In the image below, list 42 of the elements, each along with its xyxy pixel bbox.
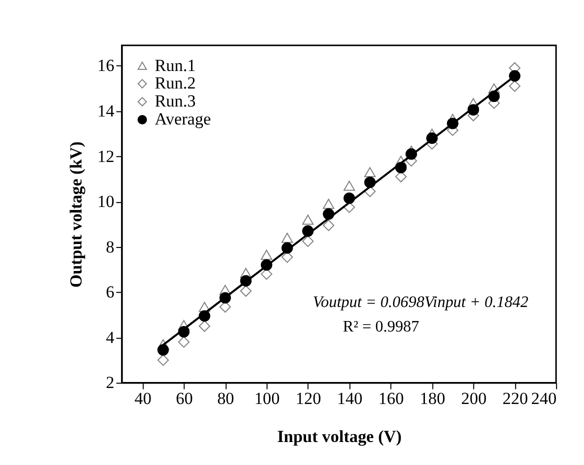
x-tick-label: 180 — [420, 389, 446, 408]
point — [344, 180, 355, 191]
legend-label: Run.3 — [154, 92, 196, 111]
y-tick-label: 4 — [106, 328, 115, 347]
annotation: R² = 0.9987 — [342, 318, 420, 336]
legend-label: Run.1 — [154, 56, 196, 75]
point — [322, 220, 334, 232]
point — [508, 80, 520, 92]
x-tick-label: 80 — [217, 389, 234, 408]
y-axis-title: Output voltage (kV) — [66, 141, 86, 288]
legend-label: Run.2 — [154, 74, 196, 93]
x-tick-label: 200 — [461, 389, 487, 408]
point — [508, 70, 520, 82]
point — [281, 232, 293, 243]
y-tick-label: 16 — [97, 56, 114, 76]
x-tick-label: 120 — [296, 389, 322, 408]
y-tick-label: 8 — [106, 237, 114, 256]
annotation: Voutput = 0.0698Vinput + 0.1842 — [312, 294, 528, 311]
point — [260, 250, 272, 260]
x-tick-label: 220 — [502, 389, 528, 408]
legend-label: Average — [154, 110, 211, 129]
y-tick-label: 10 — [97, 192, 114, 212]
point — [302, 214, 314, 225]
point — [157, 354, 169, 366]
x-tick-label: 100 — [254, 389, 280, 408]
y-tick-label: 14 — [97, 101, 115, 120]
point — [302, 235, 314, 247]
point — [178, 336, 190, 348]
y-tick-label: 2 — [106, 373, 114, 392]
point — [198, 320, 210, 332]
x-tick-label: 140 — [337, 389, 362, 408]
x-tick-label: 160 — [378, 389, 404, 408]
point — [322, 198, 334, 209]
point — [364, 167, 376, 178]
x-axis-title: Input voltage (V) — [277, 427, 402, 446]
x-tick-label: 60 — [176, 389, 193, 408]
y-tick-label: 6 — [106, 282, 114, 302]
y-tick-label: 12 — [97, 146, 114, 166]
x-tick-label: 240 — [531, 389, 557, 408]
point — [157, 344, 169, 356]
point — [240, 285, 252, 297]
x-tick-label: 40 — [134, 389, 152, 408]
